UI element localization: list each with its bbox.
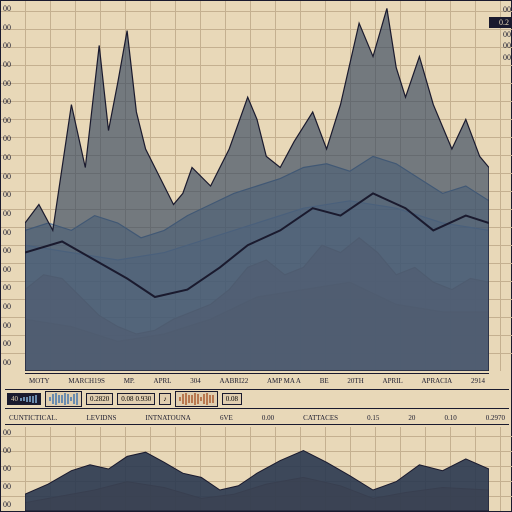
y-tick: 00 (3, 80, 25, 88)
stat-value: 6VE (220, 414, 233, 422)
indicator-bar: 40 0.2820 0.080.930 ♪ 0.08 (5, 389, 509, 409)
y-tick: 00 (3, 173, 25, 181)
stat-value: 0.00 (262, 414, 274, 422)
y-tick: 00 (3, 5, 25, 13)
x-label: APRL (154, 377, 172, 385)
main-chart-svg (25, 1, 489, 371)
y-tick: 00 (3, 340, 25, 348)
mini-y-axis: 00 00 00 00 00 (3, 427, 25, 511)
stat-value: LEVIDNS (86, 414, 116, 422)
x-axis-labels: MOTY MARCH19S MP. APRL 304 AABRI22 AMP MA A BE 2… (25, 373, 489, 387)
y-tick: 00 (3, 98, 25, 106)
mini-y-tick: 00 (3, 429, 25, 437)
y-tick: 00 (3, 284, 25, 292)
mini-y-tick: 00 (3, 465, 25, 473)
y-tick: 00 (3, 247, 25, 255)
x-label: 20TH (347, 377, 363, 385)
indicator-box[interactable]: ♪ (159, 393, 171, 405)
y-tick: 00 (3, 42, 25, 50)
statistics-bar: CUNTICTICAL. LEVIDNS INTNATOUNA 6VE 0.00 CATT… (5, 411, 509, 425)
y-tick: 00 (3, 117, 25, 125)
y-tick: 00 (3, 135, 25, 143)
x-label: AABRI22 (219, 377, 248, 385)
indicator-box[interactable]: 40 (7, 393, 41, 405)
x-label: MARCH19S (68, 377, 105, 385)
r-tick: 00 (489, 41, 511, 51)
y-tick: 00 (3, 154, 25, 162)
x-label: 2914 (471, 377, 485, 385)
indicator-box[interactable]: 0.08 (222, 393, 242, 405)
stat-value: CATTACES (303, 414, 338, 422)
r-tick: 00 (489, 5, 511, 15)
y-tick: 00 (3, 322, 25, 330)
y-tick: 00 (3, 229, 25, 237)
mini-area (25, 451, 489, 512)
mini-y-tick: 00 (3, 501, 25, 509)
y-axis-left: 00 00 00 00 00 00 00 00 00 00 00 00 00 00 00 00 00 00 00 00 (3, 1, 25, 371)
area-peaks (25, 8, 489, 371)
financial-chart-panel: 0000000000000000000000000000000000000000… (0, 0, 512, 512)
stat-value: 0.10 (444, 414, 456, 422)
y-tick: 00 (3, 359, 25, 367)
stat-value: 0.2970 (486, 414, 505, 422)
mini-y-tick: 00 (3, 447, 25, 455)
x-label: BE (320, 377, 329, 385)
x-label: AMP MA A (267, 377, 301, 385)
indicator-box[interactable] (175, 391, 218, 407)
y-tick: 00 (3, 24, 25, 32)
r-tick: 0.2 (489, 17, 511, 28)
indicator-box[interactable]: 0.2820 (86, 393, 113, 405)
mini-chart-svg (25, 427, 489, 511)
mini-chart-area: 00 00 00 00 00 (1, 427, 512, 511)
stat-value: 20 (408, 414, 415, 422)
mini-y-tick: 00 (3, 483, 25, 491)
r-tick: 00 (489, 53, 511, 63)
y-tick: 00 (3, 191, 25, 199)
y-tick: 00 (3, 210, 25, 218)
y-tick: 00 (3, 266, 25, 274)
x-label: MOTY (29, 377, 50, 385)
x-label: MP. (124, 377, 135, 385)
x-label: APRACIA (422, 377, 453, 385)
x-label: 304 (190, 377, 201, 385)
y-axis-right: 000.2000000 (489, 1, 511, 371)
r-tick: 00 (489, 30, 511, 40)
x-label: APRIL (383, 377, 403, 385)
indicator-box[interactable] (45, 391, 82, 407)
stat-value: 0.15 (367, 414, 379, 422)
y-tick: 00 (3, 61, 25, 69)
y-tick: 00 (3, 303, 25, 311)
indicator-box[interactable]: 0.080.930 (117, 393, 155, 405)
main-chart-area: 0000000000000000000000000000000000000000… (1, 1, 512, 371)
stat-value: INTNATOUNA (146, 414, 191, 422)
stat-value: CUNTICTICAL. (9, 414, 57, 422)
